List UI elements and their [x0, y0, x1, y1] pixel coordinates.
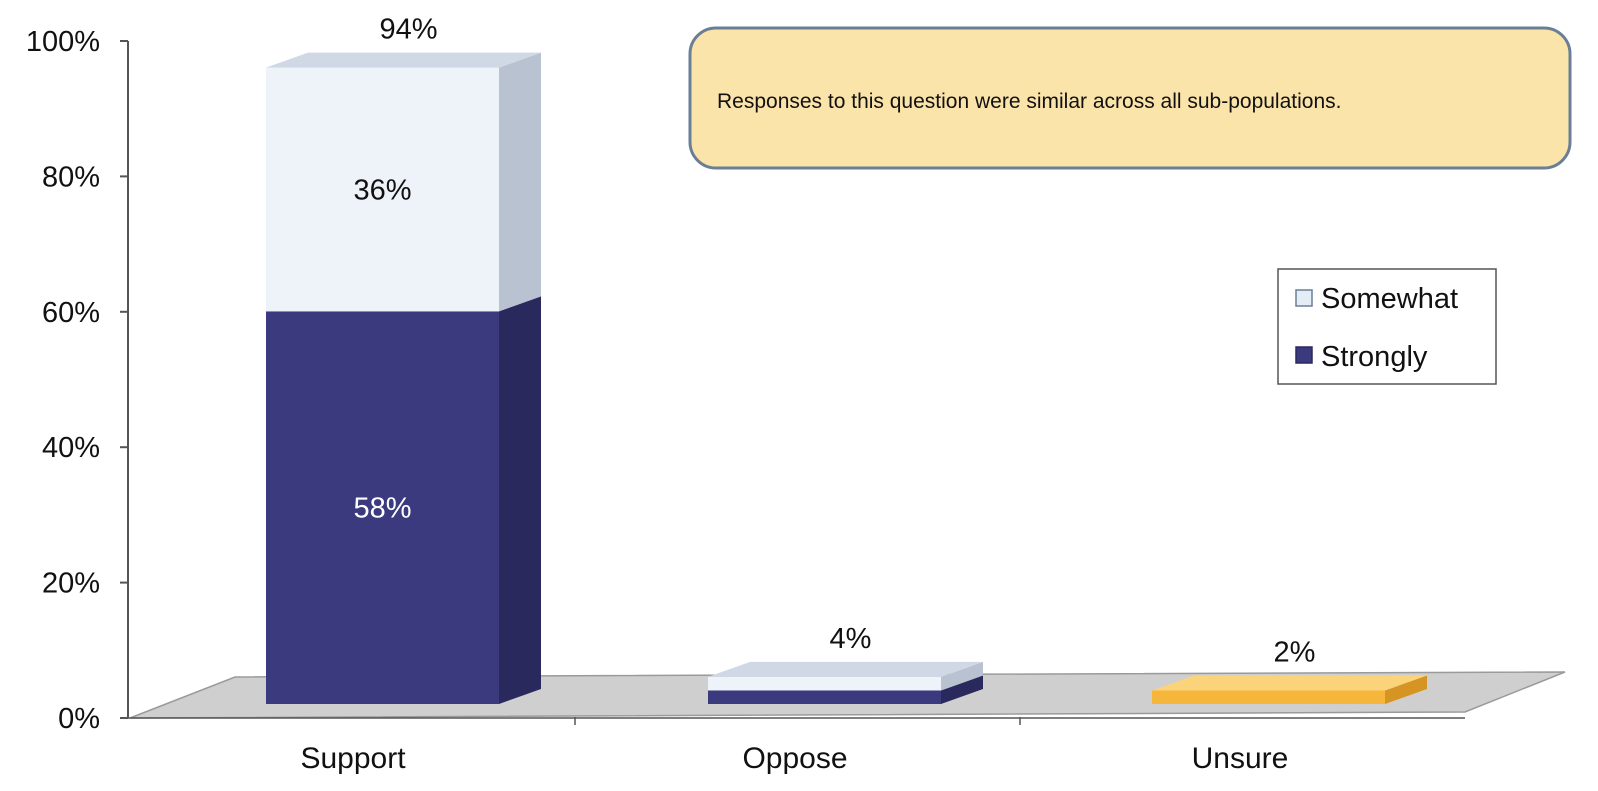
bar-oppose-somewhat-front [708, 676, 941, 691]
legend-swatch-somewhat [1295, 289, 1313, 307]
y-axis: 0% 20% 40% 60% 80% 100% [26, 26, 1465, 735]
category-label-support: Support [300, 742, 406, 775]
legend-label-somewhat: Somewhat [1321, 283, 1458, 315]
bar-unsure-unsure-side [1385, 675, 1427, 704]
bar-support-strongly-front [266, 311, 499, 704]
legend-label-strongly: Strongly [1321, 341, 1428, 373]
bar-unsure-unsure [1152, 675, 1427, 704]
bar-support-somewhat-front [266, 67, 499, 312]
y-tick-label: 20% [42, 568, 100, 600]
bar-support-somewhat [266, 52, 541, 312]
y-tick-label: 40% [42, 432, 100, 464]
total-label-unsure: 2% [1274, 636, 1316, 668]
y-tick-label: 0% [58, 703, 100, 735]
bar-support-strongly-side [499, 296, 541, 704]
annotation-text: Responses to this question were similar … [717, 90, 1341, 113]
bars [266, 52, 1427, 704]
bar-support-somewhat-side [499, 52, 541, 312]
segment-label-strongly: 58% [353, 493, 411, 525]
bar-unsure-unsure-front [1152, 690, 1385, 704]
x-axis-labels: Support Oppose Unsure [300, 742, 1288, 775]
bar-oppose-somewhat-top [708, 661, 983, 677]
y-tick-label: 100% [26, 26, 100, 58]
annotation-box: Responses to this question were similar … [688, 26, 1572, 170]
bar-unsure-unsure-top [1152, 675, 1427, 691]
total-label-support: 94% [379, 14, 437, 46]
bar-oppose-strongly-side [941, 675, 983, 704]
legend-swatch-strongly [1295, 346, 1313, 364]
data-labels: 94% 4% 2% 36% 58% [353, 14, 1315, 669]
total-label-oppose: 4% [830, 623, 872, 655]
annotation-background [688, 26, 1572, 170]
bar-oppose-somewhat [708, 661, 983, 691]
category-label-oppose: Oppose [742, 742, 847, 775]
bar-oppose-somewhat-side [941, 661, 983, 691]
segment-label-somewhat: 36% [353, 174, 411, 206]
y-tick-label: 80% [42, 161, 100, 193]
bar-support-somewhat-top [266, 52, 541, 68]
bar-oppose-strongly-front [708, 690, 941, 704]
bar-support-strongly [266, 296, 541, 704]
legend: Somewhat Strongly [1277, 268, 1497, 385]
legend-frame [1277, 268, 1497, 385]
category-label-unsure: Unsure [1192, 742, 1289, 775]
y-tick-label: 60% [42, 297, 100, 329]
bar-oppose-strongly [708, 675, 983, 704]
